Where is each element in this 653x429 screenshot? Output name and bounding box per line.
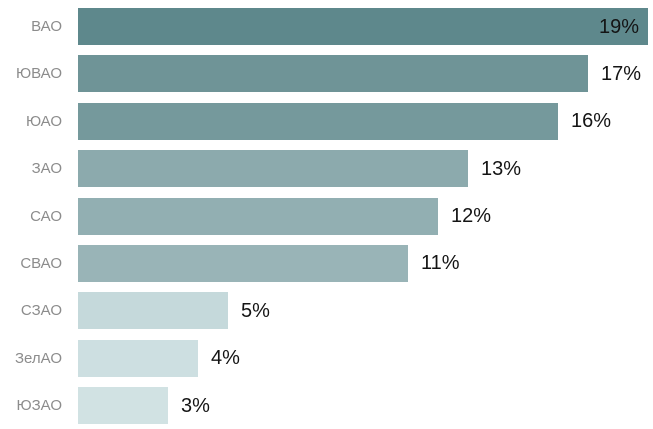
bar [78, 387, 168, 425]
bar [78, 339, 198, 377]
category-label: САО [30, 207, 62, 225]
bar-track: 19% [78, 8, 653, 45]
value-label: 4% [211, 347, 240, 370]
bar: 19% [78, 8, 648, 45]
value-label: 16% [571, 110, 612, 133]
bar [78, 102, 558, 140]
category-label: ЮАО [26, 112, 62, 130]
bar-track: 13% [78, 150, 653, 188]
category-label: СЗАО [20, 302, 62, 320]
category-label: ЮВАО [15, 65, 62, 83]
value-label: 5% [241, 299, 270, 322]
bar-row: СЗАО 5% [0, 292, 653, 330]
category-label: ЮЗАО [16, 397, 62, 415]
value-label: 12% [451, 205, 492, 228]
bar-row: ЗелАО 4% [0, 339, 653, 377]
value-label: 13% [481, 157, 522, 180]
value-label: 17% [601, 62, 642, 85]
bar-row: ВАО 19% [0, 8, 653, 45]
bar-track: 17% [78, 55, 653, 93]
category-label: ВАО [31, 18, 62, 35]
bar-row: САО 12% [0, 197, 653, 235]
bar [78, 197, 438, 235]
bar-row: ЗАО 13% [0, 150, 653, 188]
bar-track: 16% [78, 102, 653, 140]
bar-row: ЮВАО 17% [0, 55, 653, 93]
bar-row: СВАО 11% [0, 244, 653, 282]
bar [78, 244, 408, 282]
bar-track: 3% [78, 387, 653, 425]
category-label: ЗелАО [15, 349, 62, 367]
category-label: ЗАО [31, 160, 62, 178]
value-label: 19% [598, 15, 639, 38]
bar-row: ЮЗАО 3% [0, 387, 653, 425]
bar [78, 150, 468, 188]
value-label: 11% [421, 252, 460, 275]
value-label: 3% [181, 394, 210, 417]
bar-track: 11% [78, 244, 653, 282]
bar-track: 4% [78, 339, 653, 377]
bar [78, 292, 228, 330]
bar [78, 55, 588, 93]
bar-track: 5% [78, 292, 653, 330]
bar-track: 12% [78, 197, 653, 235]
category-label: СВАО [20, 254, 62, 272]
bar-row: ЮАО 16% [0, 102, 653, 140]
